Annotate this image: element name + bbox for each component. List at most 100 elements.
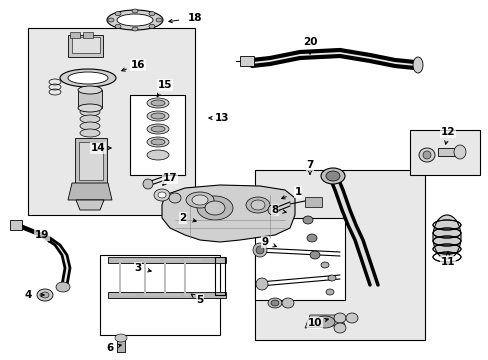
Ellipse shape — [158, 192, 165, 198]
Ellipse shape — [185, 192, 214, 208]
Bar — [100, 255, 220, 335]
Ellipse shape — [78, 104, 102, 112]
Text: 13: 13 — [214, 113, 229, 123]
Ellipse shape — [41, 292, 49, 298]
Text: 1: 1 — [294, 187, 301, 197]
Ellipse shape — [256, 278, 267, 290]
Text: 19: 19 — [35, 230, 49, 240]
Ellipse shape — [282, 298, 293, 308]
Ellipse shape — [37, 289, 53, 301]
Ellipse shape — [306, 234, 316, 242]
Ellipse shape — [60, 69, 116, 87]
Ellipse shape — [309, 251, 319, 259]
Ellipse shape — [56, 282, 70, 292]
Ellipse shape — [80, 115, 100, 123]
Bar — [254, 170, 424, 340]
Ellipse shape — [147, 98, 169, 108]
Bar — [10, 220, 22, 230]
Bar — [68, 35, 103, 57]
Text: 12: 12 — [440, 127, 454, 137]
Ellipse shape — [108, 18, 114, 22]
Ellipse shape — [156, 18, 162, 22]
Ellipse shape — [270, 300, 279, 306]
Ellipse shape — [197, 196, 232, 220]
Bar — [75, 138, 107, 183]
Text: 8: 8 — [271, 205, 278, 215]
Text: 11: 11 — [440, 257, 454, 267]
Ellipse shape — [132, 9, 138, 13]
Ellipse shape — [267, 205, 278, 215]
Ellipse shape — [117, 14, 153, 26]
Ellipse shape — [80, 122, 100, 130]
Ellipse shape — [314, 316, 334, 328]
Ellipse shape — [115, 24, 121, 28]
Text: 17: 17 — [163, 173, 177, 183]
Bar — [83, 32, 93, 38]
Polygon shape — [162, 185, 294, 242]
Ellipse shape — [115, 334, 127, 342]
Bar — [117, 338, 125, 352]
Text: 14: 14 — [90, 143, 105, 153]
Ellipse shape — [250, 200, 264, 210]
Ellipse shape — [142, 179, 153, 189]
Ellipse shape — [325, 289, 333, 295]
Ellipse shape — [151, 139, 164, 145]
Ellipse shape — [68, 72, 108, 84]
Ellipse shape — [169, 193, 181, 203]
Ellipse shape — [327, 275, 335, 281]
Text: 4: 4 — [24, 290, 32, 300]
Ellipse shape — [78, 86, 102, 94]
Polygon shape — [305, 315, 345, 328]
Text: 6: 6 — [106, 343, 113, 353]
Ellipse shape — [267, 298, 282, 308]
Ellipse shape — [107, 10, 163, 30]
Ellipse shape — [115, 12, 121, 15]
Ellipse shape — [320, 168, 345, 184]
Ellipse shape — [149, 24, 155, 28]
Bar — [78, 90, 102, 108]
Polygon shape — [305, 197, 321, 207]
Ellipse shape — [422, 151, 430, 159]
Ellipse shape — [147, 124, 169, 134]
Ellipse shape — [252, 243, 266, 257]
Text: 15: 15 — [158, 80, 172, 90]
Bar — [79, 142, 103, 180]
Ellipse shape — [80, 129, 100, 137]
Bar — [130, 95, 184, 175]
Ellipse shape — [149, 12, 155, 15]
Bar — [108, 292, 225, 298]
Ellipse shape — [256, 246, 264, 254]
Polygon shape — [251, 50, 414, 68]
Bar — [108, 257, 225, 263]
Text: 9: 9 — [261, 237, 268, 247]
Polygon shape — [76, 200, 104, 210]
Text: 20: 20 — [302, 37, 317, 47]
Bar — [254, 218, 345, 300]
Polygon shape — [68, 183, 112, 200]
Ellipse shape — [151, 100, 164, 106]
Ellipse shape — [412, 57, 422, 73]
Bar — [28, 28, 195, 215]
Polygon shape — [15, 225, 70, 285]
Text: 5: 5 — [196, 295, 203, 305]
Ellipse shape — [151, 126, 164, 132]
Ellipse shape — [147, 150, 169, 160]
Bar — [409, 130, 479, 175]
Ellipse shape — [245, 197, 269, 213]
Ellipse shape — [132, 27, 138, 31]
Text: 2: 2 — [179, 213, 186, 223]
Ellipse shape — [346, 313, 357, 323]
Ellipse shape — [333, 323, 346, 333]
Ellipse shape — [453, 145, 465, 159]
Ellipse shape — [147, 137, 169, 147]
Polygon shape — [329, 178, 377, 285]
Ellipse shape — [333, 313, 346, 323]
Bar — [70, 32, 80, 38]
Ellipse shape — [154, 189, 170, 201]
Text: 16: 16 — [130, 60, 145, 70]
Bar — [437, 148, 459, 156]
Ellipse shape — [192, 195, 207, 205]
Bar — [72, 37, 100, 53]
Ellipse shape — [418, 148, 434, 162]
Ellipse shape — [147, 111, 169, 121]
